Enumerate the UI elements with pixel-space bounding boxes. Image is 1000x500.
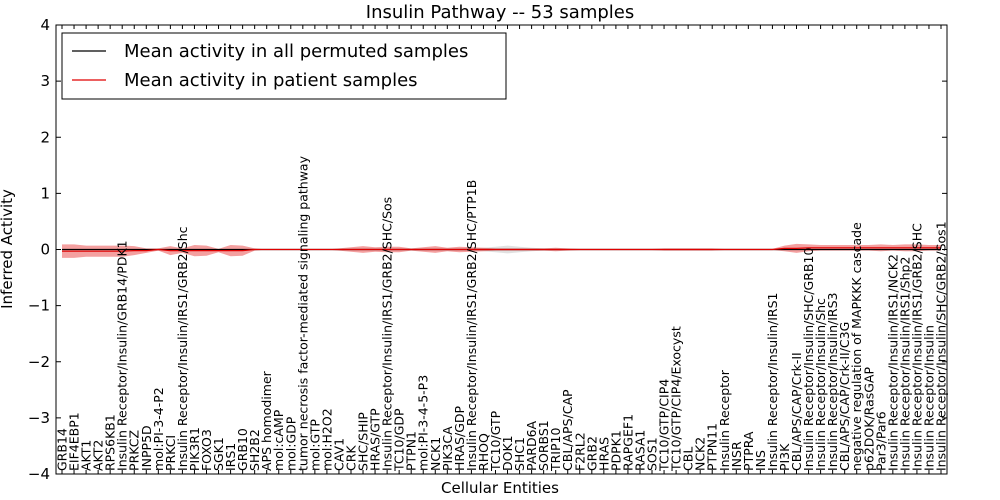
category-label: PIK3R1 (187, 427, 202, 471)
chart-title: Insulin Pathway -- 53 samples (366, 2, 634, 23)
y-tick-label: −4 (28, 465, 50, 483)
category-label: tumor necrosis factor-mediated signaling… (295, 155, 310, 471)
legend-label-0: Mean activity in all permuted samples (124, 41, 468, 62)
category-label: CBL/APS/CAP/Crk-II (789, 352, 804, 471)
category-label: PRKCZ (127, 430, 142, 471)
category-label: Insulin Receptor/Insulin/IRS3 (825, 292, 840, 470)
category-label: CBL/APS/CAP/Crk-II/C3G (837, 322, 852, 471)
y-tick-label: −1 (28, 297, 50, 315)
category-label: FOXO3 (199, 429, 214, 471)
category-label: TC10/GDP (392, 408, 407, 472)
category-label: Insulin Receptor/Insulin/IRS1/GRB2/Shc (175, 226, 190, 471)
plot-frame (55, 24, 948, 475)
category-label: HRAS/GDP (452, 405, 467, 471)
category-label: NCK1 (428, 437, 443, 471)
category-label: mol:H2O2 (319, 408, 334, 471)
series-lines (62, 247, 941, 252)
series-line-1 (62, 247, 941, 252)
category-label: PIK3CA (440, 426, 455, 471)
category-label: mol:GTP (307, 419, 322, 471)
category-label: PARD6A (524, 420, 539, 471)
category-label: DOK1 (500, 435, 515, 471)
category-label: Insulin Receptor/Insulin/SHC/GRB10 (801, 248, 816, 471)
y-ticks: −4 −3 −2 −1 0 1 2 3 4 (28, 16, 947, 483)
category-label: PTPRA (741, 431, 756, 471)
legend: Mean activity in all permuted samples Mea… (61, 32, 507, 100)
category-label: SGK1 (211, 437, 226, 471)
category-label: Insulin Receptor/Insulin/GRB14/PDK1 (115, 240, 130, 471)
y-tick-label: 2 (40, 128, 50, 146)
category-label: Insulin Receptor/Insulin/Shc (813, 298, 828, 471)
category-label: Insulin Receptor/Insulin/IRS1/GRB2/SHC/S… (380, 197, 395, 471)
category-label: Insulin Receptor/Insulin/SHC/GRB2/Sos1 (934, 221, 949, 471)
category-label: TRIP10 (548, 428, 563, 472)
category-label: CRK (344, 445, 359, 471)
category-label: CBL/APS/CAP (560, 389, 575, 471)
category-label: SHC/SHIP (356, 412, 371, 471)
category-label: Par3/Par6 (873, 411, 888, 471)
category-label: CBL (681, 447, 696, 471)
category-label: mol:PI-3-4-P2 (151, 387, 166, 471)
category-label: CAV1 (331, 438, 346, 471)
category-label: AKT1 (79, 440, 94, 471)
category-label: RAPGEF1 (620, 414, 635, 471)
category-label: Insulin Receptor/Insulin/IRS1/GRB2/SHC/P… (464, 180, 479, 471)
category-label: HRAS/GTP (368, 408, 383, 471)
y-tick-label: 0 (40, 241, 50, 259)
legend-label-1: Mean activity in patient samples (124, 70, 418, 91)
category-label: mol:PI-3-4-5-P3 (416, 375, 431, 471)
category-label: TC10/GTP (488, 410, 503, 472)
category-label: HRAS (596, 437, 611, 471)
category-label: p62DOK/RasGAP (861, 367, 876, 472)
category-label: Insulin Receptor/Insulin/IRS1 (765, 292, 780, 470)
category-label: NCK2 (693, 437, 708, 471)
category-label: IRS1 (223, 443, 238, 471)
category-label: INSR (729, 441, 744, 471)
category-label: Insulin Receptor (717, 369, 732, 471)
x-axis-label: Cellular Entities (441, 479, 559, 497)
y-tick-label: 1 (40, 184, 50, 202)
category-label: APS homodimer (259, 370, 274, 471)
y-tick-label: −3 (28, 409, 50, 427)
category-label: negative regulation of MAPKKK cascade (849, 222, 864, 471)
category-label: Insulin Receptor/Insulin/IRS1/Shp2 (897, 257, 912, 471)
category-label: GRB2 (584, 436, 599, 471)
category-label: TC10/GTP/CIP4 (657, 379, 672, 472)
category-label: RPS6KB1 (103, 414, 118, 471)
category-label: PTPN1 (404, 431, 419, 471)
category-label: PI3K (777, 443, 792, 471)
category-label: INS (753, 450, 768, 471)
category-label: TC10/GTP/CIP4/Exocyst (669, 326, 684, 472)
y-tick-label: −2 (28, 353, 50, 371)
category-label: RHOQ (476, 433, 491, 471)
category-label: GRB14 (55, 428, 70, 471)
category-label: SORBS1 (536, 420, 551, 471)
y-tick-label: 4 (40, 16, 50, 34)
category-label: RASA1 (633, 430, 648, 471)
category-label: PDPK1 (608, 430, 623, 471)
category-label: Insulin Receptor/Insulin/IRS1/GRB2/SHC (909, 223, 924, 471)
category-label: PTPN11 (705, 423, 720, 471)
category-label: mol:GDP (283, 416, 298, 471)
category-label: PRKCI (163, 435, 178, 471)
y-tick-label: 3 (40, 72, 50, 90)
legend-box (61, 32, 507, 100)
category-label: SOS1 (645, 437, 660, 471)
category-label: mol:cAMP (271, 409, 286, 471)
category-label: INPP5D (139, 425, 154, 471)
category-label: GRB10 (235, 428, 250, 471)
category-label: AKT2 (91, 440, 106, 471)
category-label: SH2B2 (247, 429, 262, 471)
category-label: Insulin Receptor/Insulin/IRS1/NCK2 (885, 254, 900, 471)
category-label: F2RL2 (572, 432, 587, 471)
category-label: SHC1 (512, 437, 527, 471)
category-label: Insulin Receptor/Insulin (922, 325, 937, 471)
category-label: EIF4EBP1 (67, 412, 82, 471)
y-axis-label: Inferred Activity (0, 189, 16, 309)
